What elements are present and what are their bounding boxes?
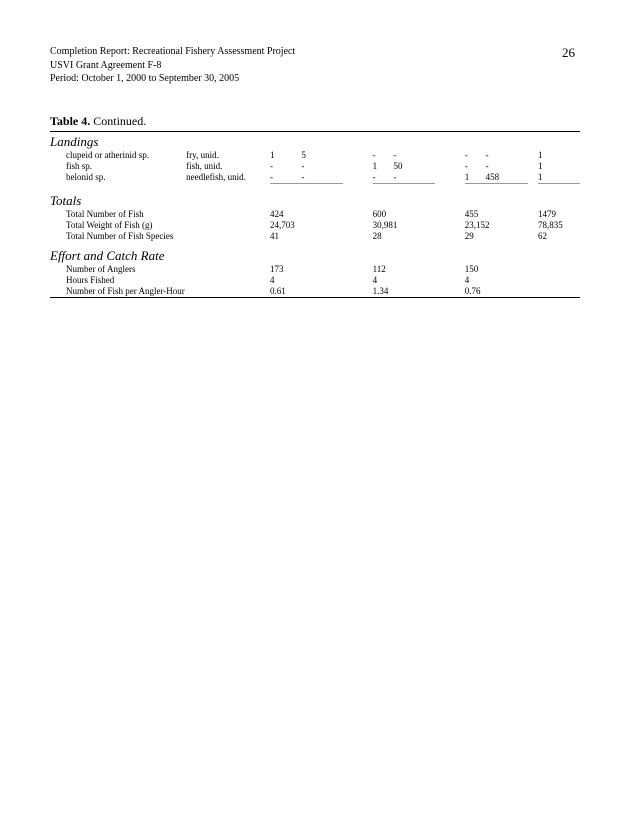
cell: 424: [270, 209, 343, 220]
cell: 78,835: [538, 220, 580, 231]
cell: 29: [465, 231, 528, 242]
row-label: Number of Fish per Angler-Hour: [50, 286, 270, 298]
table-row: Total Number of Fish 424 600 455 1479: [50, 209, 580, 220]
cell: 1.34: [373, 286, 436, 298]
cell: 600: [373, 209, 436, 220]
row-label: Hours Fished: [50, 275, 270, 286]
cell: 458: [486, 172, 528, 183]
cell: -: [373, 172, 394, 183]
row-label: Total Weight of Fish (g): [50, 220, 270, 231]
cell: 1479: [538, 209, 580, 220]
table-row: fish sp. fish, unid. - - 1 50 - - 1: [50, 161, 580, 172]
common-name: fry, unid.: [186, 150, 270, 161]
page-number: 26: [562, 45, 575, 61]
header-line-3: Period: October 1, 2000 to September 30,…: [50, 72, 580, 86]
cell: 4: [270, 275, 343, 286]
table-row: Total Number of Fish Species 41 28 29 62: [50, 231, 580, 242]
cell: 1: [538, 172, 580, 183]
cell: -: [465, 161, 486, 172]
cell: 173: [270, 264, 343, 275]
species-name: clupeid or atherinid sp.: [50, 150, 186, 161]
cell: 1: [465, 172, 486, 183]
cell: -: [394, 150, 436, 161]
cell: 1: [538, 161, 580, 172]
cell: -: [270, 161, 301, 172]
table-row: Number of Anglers 173 112 150: [50, 264, 580, 275]
cell: -: [486, 150, 528, 161]
cell: 50: [394, 161, 436, 172]
cell: -: [301, 172, 343, 183]
cell: 1: [270, 150, 301, 161]
table-row: Total Weight of Fish (g) 24,703 30,981 2…: [50, 220, 580, 231]
cell: 41: [270, 231, 343, 242]
header-line-2: USVI Grant Agreement F-8: [50, 59, 580, 73]
table-title: Table 4. Continued.: [50, 114, 580, 132]
table-title-bold: Table 4.: [50, 114, 90, 128]
header-line-1: Completion Report: Recreational Fishery …: [50, 45, 580, 59]
cell: 5: [301, 150, 343, 161]
row-label: Total Number of Fish Species: [50, 231, 270, 242]
table-row: clupeid or atherinid sp. fry, unid. 1 5 …: [50, 150, 580, 161]
species-name: belonid sp.: [50, 172, 186, 183]
cell: 0.76: [465, 286, 528, 298]
cell: [538, 264, 580, 275]
cell: 1: [373, 161, 394, 172]
species-name: fish sp.: [50, 161, 186, 172]
cell: 24,703: [270, 220, 343, 231]
cell: 1: [538, 150, 580, 161]
landings-table: clupeid or atherinid sp. fry, unid. 1 5 …: [50, 150, 580, 187]
common-name: fish, unid.: [186, 161, 270, 172]
common-name: needlefish, unid.: [186, 172, 270, 183]
cell: 4: [373, 275, 436, 286]
cell: 23,152: [465, 220, 528, 231]
cell: -: [394, 172, 436, 183]
table-row: Hours Fished 4 4 4: [50, 275, 580, 286]
report-header: Completion Report: Recreational Fishery …: [50, 45, 580, 86]
cell: [538, 286, 580, 298]
table-title-rest: Continued.: [90, 114, 146, 128]
row-label: Number of Anglers: [50, 264, 270, 275]
row-label: Total Number of Fish: [50, 209, 270, 220]
cell: 28: [373, 231, 436, 242]
cell: -: [373, 150, 394, 161]
effort-table: Number of Anglers 173 112 150 Hours Fish…: [50, 264, 580, 298]
cell: 455: [465, 209, 528, 220]
cell: -: [270, 172, 301, 183]
cell: 112: [373, 264, 436, 275]
effort-heading: Effort and Catch Rate: [50, 248, 580, 264]
cell: -: [465, 150, 486, 161]
cell: -: [486, 161, 528, 172]
cell: 4: [465, 275, 528, 286]
cell: 0.61: [270, 286, 343, 298]
cell: 150: [465, 264, 528, 275]
totals-table: Total Number of Fish 424 600 455 1479 To…: [50, 209, 580, 242]
cell: 30,981: [373, 220, 436, 231]
table-row: Number of Fish per Angler-Hour 0.61 1.34…: [50, 286, 580, 298]
cell: 62: [538, 231, 580, 242]
totals-heading: Totals: [50, 193, 580, 209]
table-row: belonid sp. needlefish, unid. - - - - 1 …: [50, 172, 580, 183]
cell: [538, 275, 580, 286]
cell: -: [301, 161, 343, 172]
landings-heading: Landings: [50, 134, 580, 150]
